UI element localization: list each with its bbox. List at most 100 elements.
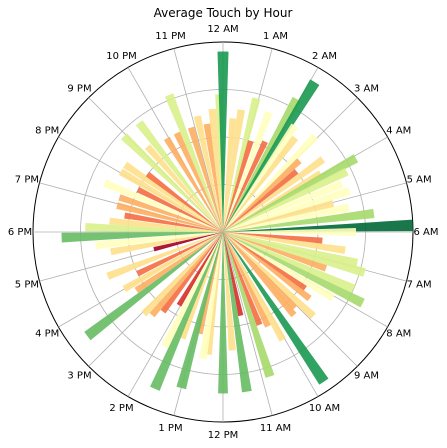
angular-tick-label: 1 AM — [263, 31, 288, 42]
bar — [223, 232, 312, 302]
angular-tick-label: 6 AM — [413, 227, 438, 238]
bar — [223, 232, 307, 291]
bar — [223, 232, 365, 308]
bar — [223, 167, 349, 232]
bar — [106, 232, 223, 280]
bar — [223, 110, 273, 232]
bar — [223, 154, 359, 232]
bar — [223, 135, 299, 232]
bar — [136, 232, 223, 277]
angular-tick-label: 5 AM — [407, 175, 432, 186]
bar — [124, 212, 223, 232]
angular-tick-label: 5 PM — [15, 280, 39, 291]
bar — [223, 232, 329, 385]
bar — [121, 133, 223, 232]
bar — [145, 171, 223, 232]
bar — [223, 232, 328, 272]
bar — [187, 126, 223, 232]
bar — [150, 232, 223, 391]
bar — [103, 179, 223, 232]
angular-tick-label: 12 AM — [207, 24, 238, 35]
angular-gridline — [222, 231, 273, 416]
bar — [136, 187, 223, 232]
bar — [223, 232, 366, 277]
angular-tick-label: 4 PM — [35, 329, 59, 340]
bar — [223, 232, 356, 293]
bar — [163, 136, 223, 232]
angular-tick-label: 7 AM — [407, 280, 432, 291]
bar — [223, 158, 302, 232]
bar-layer — [61, 51, 413, 394]
bar — [208, 108, 223, 232]
bar — [95, 232, 223, 250]
angular-tick-label: 7 PM — [15, 175, 39, 186]
bar — [223, 232, 323, 244]
bar — [118, 168, 223, 232]
bar — [223, 232, 297, 318]
angular-tick-label: 3 PM — [67, 371, 91, 382]
bar — [116, 202, 223, 232]
bar — [160, 232, 223, 314]
angular-tick-label: 12 PM — [208, 430, 239, 441]
bar — [61, 232, 223, 243]
bar — [223, 200, 335, 232]
bar — [223, 109, 245, 232]
bar — [223, 180, 344, 232]
chart-title: Average Touch by Hour — [154, 6, 293, 20]
angular-tick-label: 8 AM — [386, 329, 411, 340]
bar — [223, 232, 335, 302]
angular-tick-label: 8 PM — [35, 126, 59, 137]
bar — [153, 232, 223, 252]
bar — [223, 170, 323, 232]
bar — [149, 232, 223, 318]
bar — [223, 227, 357, 237]
bar — [122, 232, 223, 292]
bar — [223, 118, 237, 232]
angular-tick-label: 2 AM — [312, 51, 337, 62]
bar — [223, 140, 254, 232]
bar — [223, 203, 350, 232]
angular-tick-label: 9 PM — [67, 84, 91, 95]
bar — [217, 51, 229, 233]
bar — [134, 232, 223, 294]
bar — [223, 232, 244, 317]
angular-tick-label: 6 PM — [8, 227, 32, 238]
bar — [223, 232, 275, 378]
bar — [218, 232, 228, 394]
bar — [223, 187, 351, 232]
angular-tick-label: 11 PM — [155, 31, 186, 42]
angular-tick-label: 10 AM — [309, 403, 340, 414]
bar — [223, 232, 346, 254]
bar — [223, 169, 299, 232]
bar — [199, 232, 223, 360]
bar — [223, 232, 263, 326]
bar — [109, 217, 223, 232]
bar — [223, 208, 375, 232]
bar — [135, 120, 223, 232]
bar — [223, 232, 316, 319]
tick-label-layer: 12 AM 1 AM 2 AM 3 AM 4 AM 5 AM 6 AM 7 AM 8 AM 9 A… — [8, 24, 439, 441]
bar — [161, 232, 223, 348]
bar — [223, 156, 326, 232]
bar — [176, 232, 223, 307]
bar — [223, 232, 236, 351]
angular-tick-label: 1 PM — [158, 423, 182, 434]
angular-gridline — [173, 48, 224, 233]
angular-tick-label: 10 PM — [106, 51, 137, 62]
bar — [141, 232, 223, 317]
bar — [223, 232, 287, 342]
bar — [223, 219, 413, 232]
bar — [164, 93, 223, 232]
bar — [223, 140, 268, 232]
bar — [173, 131, 223, 232]
bar — [223, 232, 252, 393]
bar — [193, 115, 223, 232]
bar — [176, 232, 223, 390]
bar — [203, 123, 223, 232]
bar — [123, 161, 223, 232]
bar — [223, 232, 271, 328]
bar — [118, 194, 223, 232]
bar — [223, 123, 298, 232]
angular-tick-label: 2 PM — [109, 403, 133, 414]
